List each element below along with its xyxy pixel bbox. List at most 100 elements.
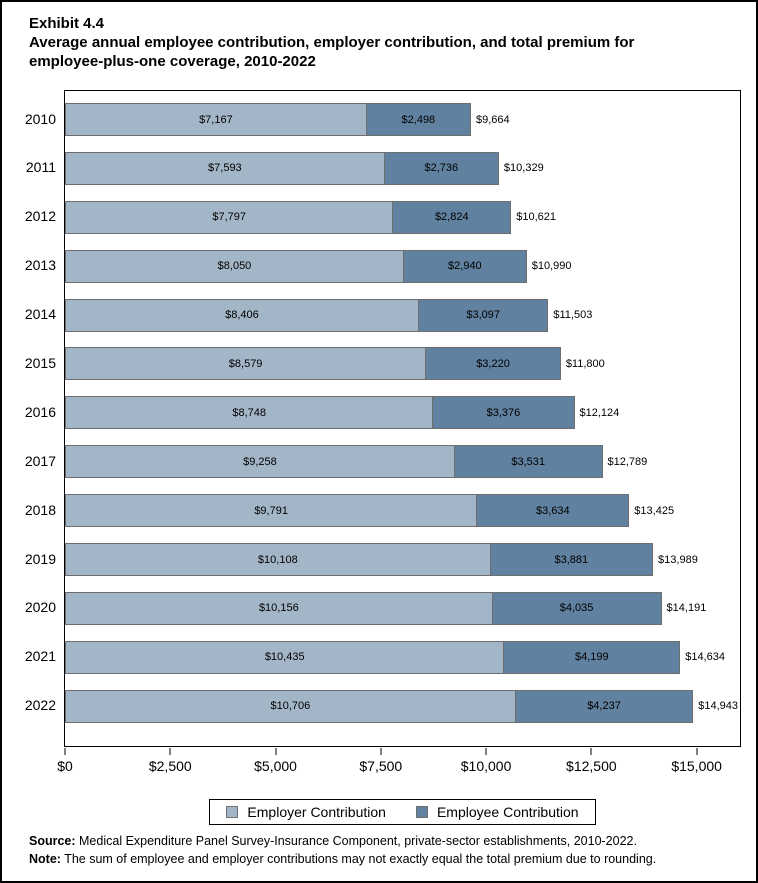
x-tick-mark	[695, 748, 698, 755]
year-row: 2014	[2, 298, 56, 347]
year-row: 2013	[2, 249, 56, 298]
employer-value-label: $7,797	[212, 211, 246, 224]
x-tick-mark	[485, 748, 488, 755]
total-premium-label: $13,425	[634, 504, 675, 517]
employee-bar-segment: $2,498	[365, 103, 471, 136]
employer-bar-segment: $8,748	[65, 396, 434, 430]
employee-value-label: $4,199	[574, 651, 609, 664]
year-label-2010: 2010	[24, 110, 56, 127]
year-label-2017: 2017	[24, 452, 56, 469]
employee-bar-segment: $2,824	[392, 200, 512, 234]
total-premium-label: $14,191	[666, 602, 707, 615]
year-row: 2022	[2, 689, 56, 738]
x-tick-mark	[64, 748, 66, 755]
x-tick-label: $2,500	[148, 758, 192, 774]
employee-value-label: $2,498	[401, 113, 436, 126]
bar-row-2019: $10,108 $3,881 $13,989	[65, 543, 740, 592]
total-premium-label: $11,503	[553, 309, 593, 322]
legend-entry-employee: Employee Contribution	[415, 804, 579, 820]
total-premium-label: $10,990	[531, 260, 572, 273]
legend-label: Employee Contribution	[436, 804, 579, 820]
source-text: Medical Expenditure Panel Survey-Insuran…	[75, 834, 637, 848]
employee-bar-segment: $2,736	[383, 151, 499, 185]
employer-value-label: $7,167	[199, 113, 233, 126]
employee-bar-segment: $3,220	[425, 347, 561, 381]
total-premium-label: $12,789	[607, 455, 648, 468]
bar-row-2020: $10,156 $4,035 $14,191	[65, 591, 740, 641]
x-tick-label: $15,000	[671, 758, 722, 774]
x-tick-label: $12,500	[566, 758, 617, 774]
x-tick-label: $10,000	[460, 758, 512, 774]
employer-value-label: $7,593	[208, 162, 242, 175]
note-label: Note:	[29, 851, 61, 866]
employee-value-label: $4,035	[559, 602, 594, 615]
employee-bar-segment: $2,940	[402, 249, 527, 283]
employee-bar-segment: $3,376	[432, 396, 575, 430]
source-label: Source:	[29, 834, 76, 848]
x-tick-mark	[379, 748, 382, 755]
year-label-2016: 2016	[24, 403, 56, 420]
source-line: Source: Medical Expenditure Panel Survey…	[29, 833, 741, 851]
employer-bar-segment: $10,435	[65, 640, 505, 674]
year-row: 2020	[2, 591, 56, 640]
employer-value-label: $8,050	[217, 260, 252, 273]
x-tick-mark	[274, 748, 277, 755]
total-premium-label: $13,989	[658, 553, 698, 566]
employee-bar-segment: $4,237	[514, 689, 694, 723]
employee-value-label: $3,881	[554, 553, 589, 566]
employer-bar-segment: $9,258	[65, 445, 455, 479]
employee-bar-segment: $4,035	[491, 591, 662, 625]
x-tick-mark	[169, 748, 172, 755]
total-premium-label: $11,800	[565, 357, 605, 370]
total-premium-label: $10,329	[503, 162, 544, 175]
employer-bar-segment: $7,797	[65, 200, 394, 234]
employer-value-label: $10,108	[257, 553, 298, 566]
bar-row-2012: $7,797 $2,824 $10,621	[65, 200, 740, 250]
year-row: 2018	[2, 493, 56, 542]
year-label-2019: 2019	[24, 550, 56, 567]
year-row: 2021	[2, 640, 56, 689]
employer-value-label: $9,258	[243, 455, 277, 468]
employee-value-label: $2,940	[448, 260, 482, 273]
employee-bar-segment: $3,097	[417, 298, 549, 332]
x-tick-label: $7,500	[359, 758, 403, 774]
year-label-2012: 2012	[24, 208, 56, 225]
employee-value-label: $2,824	[434, 211, 469, 224]
year-label-2015: 2015	[24, 354, 56, 371]
total-premium-label: $14,943	[698, 700, 738, 713]
year-label-2014: 2014	[24, 306, 56, 323]
exhibit-number: Exhibit 4.4	[29, 15, 105, 32]
employee-contribution-swatch	[415, 806, 428, 818]
bar-row-2014: $8,406 $3,097 $11,503	[65, 298, 740, 348]
employee-bar-segment: $3,634	[476, 494, 630, 528]
employer-value-label: $8,748	[232, 406, 266, 419]
employee-value-label: $3,097	[466, 309, 500, 322]
bar-row-2017: $9,258 $3,531 $12,789	[65, 445, 740, 494]
employee-bar-segment: $3,881	[489, 543, 654, 577]
employee-value-label: $3,220	[476, 357, 510, 370]
employer-value-label: $10,156	[258, 602, 299, 615]
employee-value-label: $3,531	[511, 455, 545, 468]
year-label-2021: 2021	[24, 648, 56, 665]
footer: Source: Medical Expenditure Panel Survey…	[29, 833, 741, 868]
bar-row-2011: $7,593 $2,736 $10,329	[65, 151, 740, 201]
year-label-2022: 2022	[24, 697, 56, 714]
year-label-2013: 2013	[24, 257, 56, 274]
bar-row-2022: $10,706 $4,237 $14,943	[65, 689, 740, 739]
bar-row-2010: $7,167 $2,498 $9,664	[65, 103, 740, 152]
employer-bar-segment: $10,156	[65, 591, 493, 625]
year-row: 2010	[2, 102, 56, 151]
legend-entry-employer: Employer Contribution	[226, 804, 386, 820]
total-premium-label: $14,634	[685, 651, 725, 664]
year-label-2018: 2018	[24, 501, 56, 518]
bar-row-2016: $8,748 $3,376 $12,124	[65, 396, 740, 445]
employer-value-label: $10,706	[270, 700, 311, 713]
year-row: 2011	[2, 151, 56, 200]
bar-row-2013: $8,050 $2,940 $10,990	[65, 249, 740, 299]
note-text: The sum of employee and employer contrib…	[60, 851, 657, 866]
employer-bar-segment: $7,593	[65, 151, 385, 185]
employer-bar-segment: $10,706	[65, 689, 516, 723]
plot-area: $7,167 $2,498 $9,664 $7,593 $2,736 $10,329 $7,…	[64, 90, 741, 747]
total-premium-label: $9,664	[475, 113, 510, 126]
employer-bar-segment: $8,579	[65, 347, 427, 381]
